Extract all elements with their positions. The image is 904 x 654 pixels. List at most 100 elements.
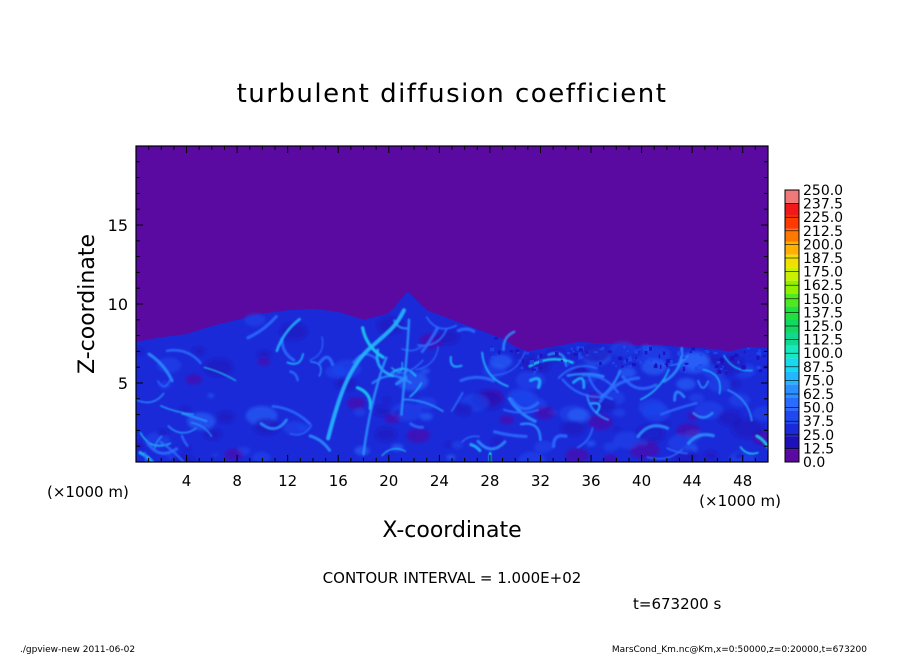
turbulence-filament [165,348,202,365]
colorbar-label: 150.0 [803,292,843,308]
turbulence-cell [354,408,366,417]
turbulence-cell [610,341,636,357]
colorbar-label: 125.0 [803,319,843,335]
colorbar-swatch [785,332,799,346]
turbulence-speckle [509,350,513,353]
turbulence-speckle [666,359,671,363]
turbulence-cell [224,448,244,461]
colorbar-label: 187.5 [803,251,843,267]
turbulence-cell [491,438,503,446]
x-tick-label: 28 [480,472,499,490]
turbulence-filament [660,402,698,416]
turbulence-cell [283,421,306,436]
turbulence-speckle [722,365,724,368]
turbulence-cell [185,374,203,385]
turbulence-speckle [629,355,632,358]
turbulence-cell [618,367,637,379]
x-axis-label: X-coordinate [382,518,521,543]
turbulence-cell [187,412,216,431]
turbulence-filament [755,434,768,451]
turbulence-filament [144,451,148,462]
turbulence-filament [139,432,172,447]
turbulence-speckle [717,370,722,374]
turbulence-speckle [639,360,642,365]
turbulence-cell [257,350,272,359]
turbulence-speckle [490,347,495,352]
turbulence-speckle [608,350,612,353]
turbulence-speckle [756,351,761,356]
time-label: t=673200 s [633,595,721,613]
turbulence-speckle [627,365,632,368]
colorbar-swatch [785,436,799,450]
turbulence-speckle [522,358,524,364]
turbulence-speckle [659,364,662,369]
colorbar-swatch [785,190,799,203]
turbulence-cell [382,397,391,403]
turbulence-cell [204,358,234,377]
turbulence-speckle [762,355,766,358]
turbulence-speckle [720,358,724,363]
colorbar-label: 112.5 [803,333,843,349]
turbulence-filament [686,432,715,445]
turbulence-cell [444,441,453,448]
colorbar-swatch [785,449,799,462]
colorbar-swatch [785,397,799,411]
colorbar-swatch [785,410,799,424]
turbulence-filament [147,352,174,383]
turbulence-cell [374,427,397,442]
turbulence-speckle [705,350,710,353]
colorbar-swatch [785,280,799,294]
turbulence-filament [375,348,394,378]
x-tick-label: 32 [531,472,550,490]
turbulence-cell [688,393,705,403]
turbulence-cell [179,406,191,414]
turbulence-filament [275,317,301,353]
turbulence-speckle [623,359,626,364]
turbulence-speckle [579,348,583,351]
turbulence-filament [459,375,496,383]
turbulence-speckle [615,365,617,368]
turbulence-speckle [737,360,740,364]
turbulence-cell [638,399,666,416]
turbulence-speckle [539,359,543,364]
turbulence-speckle [644,346,647,350]
turbulence-speckle [655,363,657,368]
turbulence-filament [598,376,641,403]
turbulence-cell [373,405,391,417]
colorbar-swatch [785,423,799,437]
turbulence-filament [547,351,568,367]
turbulence-filament [450,391,464,412]
turbulence-cell [384,413,401,424]
turbulence-speckle [648,357,651,362]
turbulence-speckle [532,368,537,371]
turbulent-structures [136,308,768,462]
turbulence-speckle [498,350,501,355]
turbulence-speckle [631,363,637,366]
colorbar-labels: 0.012.525.037.550.062.575.087.5100.0112.… [803,183,843,471]
turbulence-speckle [586,354,589,356]
colorbar-swatch [785,371,799,385]
footer-left: ./gpview-new 2011-06-02 [20,645,135,654]
turbulence-cell [613,427,621,432]
turbulence-speckle [518,359,521,364]
turbulence-speckle [716,361,721,364]
turbulence-filament [590,402,601,414]
turbulence-filament [636,424,670,438]
turbulence-filament [289,370,299,382]
turbulence-filament [502,330,516,351]
turbulence-filament [662,347,684,383]
x-tick-label: 40 [632,472,651,490]
turbulence-cell [668,434,697,452]
turbulence-cell [435,329,460,345]
turbulence-cell [419,412,433,421]
x-tick-label: 36 [581,472,600,490]
turbulence-cell [446,454,456,461]
turbulence-cell [346,397,366,410]
turbulence-speckle [635,356,638,360]
y-tick-label: 15 [108,216,128,235]
turbulence-speckle [730,356,735,361]
y-tick-label: 5 [118,374,128,393]
turbulence-filament [503,408,539,414]
turbulence-cell [613,431,641,449]
